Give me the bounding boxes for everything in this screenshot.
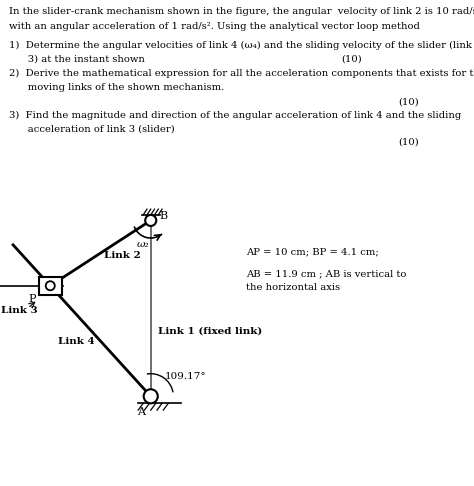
Text: ω₂: ω₂: [137, 240, 149, 249]
Text: 3) at the instant shown: 3) at the instant shown: [9, 55, 146, 64]
Text: (10): (10): [398, 138, 419, 147]
Text: (10): (10): [398, 97, 419, 106]
Text: 1)  Determine the angular velocities of link 4 (ω₄) and the sliding velocity of : 1) Determine the angular velocities of l…: [9, 41, 473, 51]
Text: Link 3: Link 3: [1, 306, 38, 315]
Text: 3)  Find the magnitude and direction of the angular acceleration of link 4 and t: 3) Find the magnitude and direction of t…: [9, 111, 462, 120]
Text: P: P: [29, 294, 36, 304]
Circle shape: [145, 215, 156, 226]
Text: 2)  Derive the mathematical expression for all the acceleration components that : 2) Derive the mathematical expression fo…: [9, 69, 474, 78]
Circle shape: [144, 389, 158, 403]
Text: 109.17°: 109.17°: [164, 372, 206, 381]
Text: A: A: [137, 407, 145, 417]
Text: Link 4: Link 4: [58, 336, 94, 346]
Text: Link 1 (fixed link): Link 1 (fixed link): [158, 327, 263, 335]
Text: B: B: [160, 211, 168, 221]
Text: AB = 11.9 cm ; AB is vertical to: AB = 11.9 cm ; AB is vertical to: [246, 270, 407, 279]
Text: moving links of the shown mechanism.: moving links of the shown mechanism.: [9, 83, 225, 92]
Text: the horizontal axis: the horizontal axis: [246, 283, 341, 292]
Text: Link 2: Link 2: [104, 251, 141, 260]
Bar: [39, 277, 62, 295]
Text: acceleration of link 3 (slider): acceleration of link 3 (slider): [9, 124, 175, 134]
Text: AP = 10 cm; BP = 4.1 cm;: AP = 10 cm; BP = 4.1 cm;: [246, 248, 379, 257]
Text: (10): (10): [341, 55, 362, 64]
Text: with an angular acceleration of 1 rad/s². Using the analytical vector loop metho: with an angular acceleration of 1 rad/s²…: [9, 22, 420, 31]
Circle shape: [46, 281, 55, 290]
Text: In the slider-crank mechanism shown in the figure, the angular  velocity of link: In the slider-crank mechanism shown in t…: [9, 7, 474, 17]
